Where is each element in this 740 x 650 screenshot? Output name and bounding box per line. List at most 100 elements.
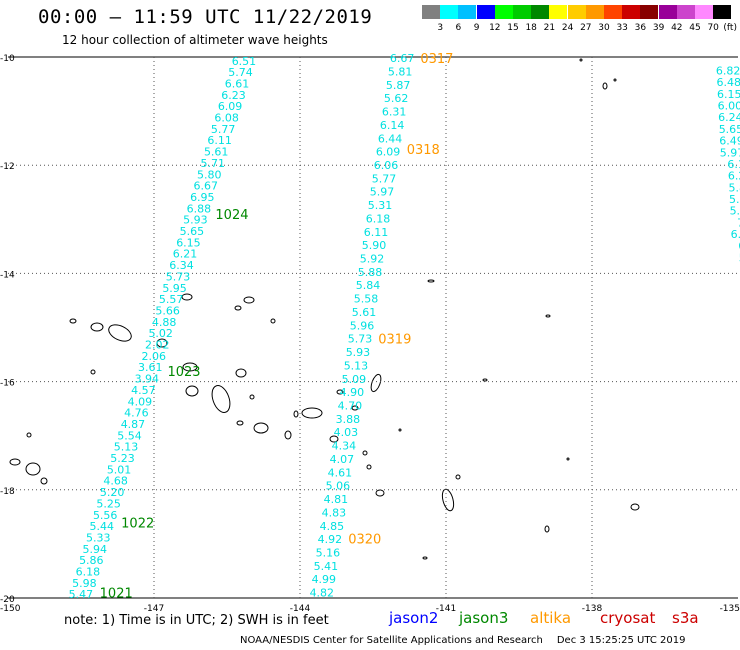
color-swatch [604,5,622,19]
wave-height-label: 6.09 [376,146,401,159]
wave-height-label: 5.62 [384,92,409,105]
color-scale-unit: (ft) [723,23,737,33]
wave-height-label: 4.68 [103,475,128,488]
wave-height-label: 4.92 [318,533,343,546]
color-scale-label: 15 [507,23,519,33]
wave-height-label: 4.82 [310,587,335,600]
wave-height-label: 6.61 [225,77,250,90]
color-swatch [494,5,513,19]
mission-label-cryosat: cryosat [600,609,656,627]
wave-height-label: 6.11 [207,134,232,147]
color-scale-label: 39 [652,23,665,33]
axis-tick-labels: -10 -12 -14 -16 -18 -20-150 -147 -144 -141 -138 -1… [0,54,740,614]
wave-height-label: 4.85 [320,520,345,533]
pass-time-label: 1022 [121,516,154,531]
wave-height-label: 4.34 [332,440,357,453]
color-scale-label: 70 [707,23,719,33]
wave-height-label: 6.23 [221,89,246,102]
lat-tick-label: -20 [0,595,15,605]
wave-height-label: 4.99 [312,573,337,586]
wave-height-label: 5.93 [346,346,371,359]
altimeter-tracks: 6.515.746.616.236.096.085.776.115.615.71… [69,52,740,602]
wave-height-label: 5.73 [166,270,191,283]
lat-tick-label: -10 [0,54,15,64]
color-swatch [476,5,495,19]
graticule-grid [8,57,738,598]
lat-tick-label: -16 [0,379,15,389]
wave-height-label: 5.95 [162,282,187,295]
wave-height-label: 5.65 [180,225,205,238]
wave-height-label: 6.48 [716,76,740,89]
wave-height-label: 6.44 [378,132,403,145]
lat-tick-label: -12 [0,162,15,172]
wave-height-label: 4.07 [330,453,355,466]
pass-time-label: 1023 [167,365,200,380]
footer: NOAA/NESDIS Center for Satellite Applica… [240,635,685,646]
wave-height-label: 7. [737,216,740,229]
page-subtitle: 12 hour collection of altimeter wave hei… [62,33,328,47]
wave-height-label: 5.87 [386,79,411,92]
wave-height-label: 5.98 [72,577,97,590]
color-scale-label: 24 [561,23,574,33]
wave-height-label: 5.92 [360,253,385,266]
wave-height-label: 6.67 [194,180,219,193]
wave-height-label: 5.02 [148,327,173,340]
wave-height-label: 6.34 [169,259,194,272]
color-scale-label: 33 [616,23,628,33]
wave-height-label: 5.97 [370,186,395,199]
wave-height-label: 5.6 [730,205,740,218]
color-scale-label: 18 [525,23,537,33]
wave-height-label: 5.56 [93,509,118,522]
wave-height-label: 6.18 [366,212,391,225]
wave-height-label: 4.90 [340,386,365,399]
wave-height-label: 6. [738,240,740,253]
wave-height-label: 5.8 [728,181,740,194]
wave-height-label: 4.76 [124,407,149,420]
wave-height-label: 5.94 [83,543,108,556]
wave-height-label: 6.11 [364,226,389,239]
color-scale-label: 21 [543,23,556,33]
wave-height-label: 5.96 [350,319,375,332]
color-scale-label: 9 [473,23,480,33]
color-swatch [567,5,586,19]
color-swatch [695,5,713,19]
color-scale-label: 42 [671,23,683,33]
wave-height-label: 5. [739,251,740,264]
footer-credit: NOAA/NESDIS Center for Satellite Applica… [240,635,543,646]
lon-tick-label: -150 [0,604,21,614]
map-frame [8,56,738,599]
wave-height-label: 5.86 [79,554,104,567]
wave-height-label: 3.61 [138,361,163,374]
color-swatch [676,5,695,19]
wave-height-label: 5.13 [114,441,139,454]
wave-height-label: 5.80 [197,168,222,181]
color-swatch [531,5,550,19]
wave-height-label: 4.87 [121,418,146,431]
lat-tick-label: -14 [0,270,15,280]
wave-height-label: 5.61 [352,306,377,319]
wave-height-label: 3.88 [336,413,361,426]
color-scale-label: 30 [598,23,610,33]
wave-height-label: 6.82 [716,65,740,78]
wave-height-label: 6.1 [727,158,740,171]
pass-time-label: 1021 [100,587,133,602]
wave-height-label: 6.51 [232,55,257,68]
wave-height-label: 5.81 [388,65,413,78]
wave-height-label: 5.44 [89,520,114,533]
mission-label-s3a: s3a [672,609,699,627]
pass-time-label: 1024 [215,208,248,223]
mission-label-jason2: jason2 [389,609,439,627]
color-scale-label: 36 [634,23,647,33]
wave-height-label: 5.41 [314,560,339,573]
wave-height-label: 5.73 [348,333,373,346]
color-swatch [658,5,677,19]
color-swatch [549,5,568,19]
wave-height-label: 6.31 [382,106,407,119]
wave-height-label: 6.14 [380,119,405,132]
wave-height-label: 5.93 [183,214,208,227]
wave-height-label: 6.06 [374,159,399,172]
wave-height-label: 6.09 [218,100,243,113]
pass-time-label: 0318 [407,143,440,158]
wave-height-label: 6.67 [390,52,415,65]
wave-height-label: 4.09 [128,395,153,408]
